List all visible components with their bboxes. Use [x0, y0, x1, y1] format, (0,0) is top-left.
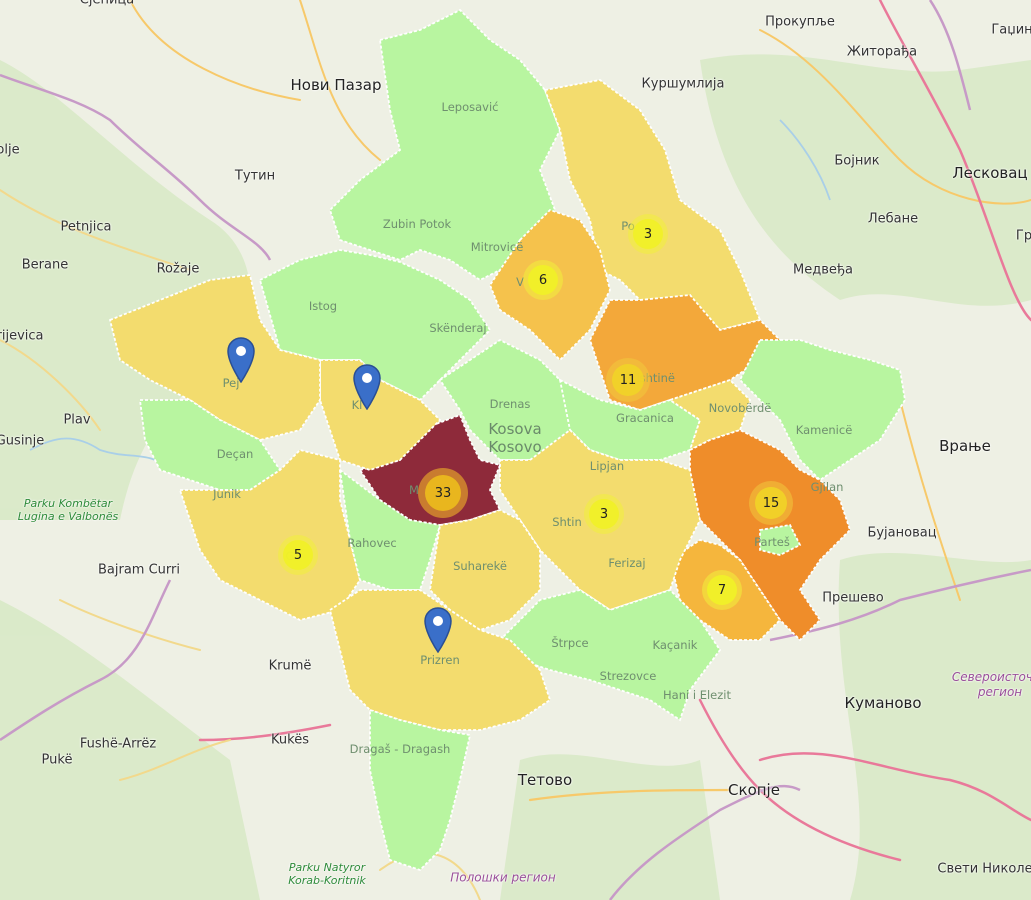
cluster-count: 15: [755, 487, 787, 519]
place-label-lebane: Лебане: [867, 211, 919, 227]
municipality-label-ferizaj: Ferizaj: [608, 556, 646, 570]
place-label-olje: olje: [0, 142, 20, 158]
place-label-sveti-nikole: Свети Николе: [937, 861, 1031, 877]
municipality-label-prizren: Prizren: [420, 653, 460, 667]
municipality-label-hani-elezit: Hani i Elezit: [663, 688, 731, 702]
cluster-count: 7: [707, 575, 737, 605]
place-label-leskovac: Лесковац: [952, 164, 1028, 182]
map-pin-icon-peje[interactable]: [225, 335, 257, 383]
municipality-label-vushtrri: V: [516, 275, 524, 289]
municipality-label-strpce: Štrpce: [551, 636, 589, 650]
municipality-label-partes: Parteš: [754, 535, 790, 549]
municipality-label-rahovec: Rahovec: [347, 536, 397, 550]
place-label-bojnik: Бојник: [834, 153, 880, 169]
cluster-count: 5: [283, 540, 313, 570]
place-label-gusinje: Gusinje: [0, 433, 45, 449]
cluster-marker-ferizaj[interactable]: 3: [584, 494, 624, 534]
cluster-marker-malisheve[interactable]: 33: [418, 468, 468, 518]
place-label-novi-pazar: Нови Пазар: [290, 76, 382, 94]
place-label-kursumlija: Куршумлија: [641, 76, 725, 92]
municipality-label-gracanica: Gracanica: [616, 411, 674, 425]
map-pin-icon-prizren[interactable]: [422, 605, 454, 653]
place-label-kumanovo: Куманово: [844, 694, 922, 712]
cluster-marker-vushtrri[interactable]: 6: [523, 260, 563, 300]
municipality-label-shtime: Shtin: [552, 515, 582, 529]
place-label-bajram-curri: Bajram Curri: [98, 562, 180, 578]
kosovo-municipalities: [108, 8, 906, 872]
place-label-berane: Berane: [21, 257, 69, 273]
place-label-kukes: Kukës: [271, 732, 309, 748]
cluster-marker-gjakove[interactable]: 5: [278, 535, 318, 575]
rivers: [29, 119, 831, 471]
cluster-count: 6: [528, 265, 558, 295]
municipality-label-istog: Istog: [308, 299, 338, 313]
municipality-label-junik: Junik: [213, 487, 241, 501]
place-label-presevo: Прешево: [822, 590, 884, 606]
municipality-label-suhareke: Suharekë: [453, 559, 507, 573]
place-label-fushe-arrez: Fushë-Arrëz: [79, 736, 157, 752]
place-label-puke: Pukë: [41, 752, 73, 768]
region-label-severoistocen: Североисточен регион: [951, 670, 1031, 699]
municipality-label-lipjan: Lipjan: [589, 459, 625, 473]
place-label-plav: Plav: [63, 412, 91, 428]
municipality-label-novoberde: Novobërdë: [708, 401, 772, 415]
municipality-label-gjilan: Gjilan: [810, 480, 844, 494]
park-label-korab: Parku Natyror Korab-Koritnik: [288, 861, 366, 887]
municipality-label-skenderaj: Skënderaj: [429, 321, 487, 335]
cluster-marker-viti[interactable]: 7: [702, 570, 742, 610]
country-label-kosovo: Kosova Kosovo: [488, 420, 541, 456]
municipality-label-kacanik: Kaçanik: [652, 638, 698, 652]
place-label-prokuplje: Прокупље: [765, 14, 835, 30]
place-label-medvedja: Медвеђа: [793, 262, 853, 278]
place-label-rijevica: rijevica: [0, 328, 44, 344]
municipality-label-kamenice: Kamenicë: [795, 423, 853, 437]
place-label-vranje: Врање: [939, 437, 991, 455]
municipality-label-drenas: Drenas: [489, 397, 531, 411]
municipality-label-zubin-potok: Zubin Potok: [382, 217, 452, 231]
municipality-label-malisheve: M: [409, 483, 419, 497]
place-label-gr: Гр: [1015, 228, 1031, 244]
park-label-valbones: Parku Kombëtar Lugina e Valbonës: [17, 497, 119, 523]
place-label-petnjica: Petnjica: [60, 219, 112, 235]
place-label-zitoradja: Житорађа: [846, 44, 918, 60]
place-label-tutin: Тутин: [234, 168, 276, 184]
region-label-poloski: Полошки регион: [450, 870, 556, 885]
cluster-marker-gjilan[interactable]: 15: [749, 481, 793, 525]
place-label-gadzin: Гаџин: [991, 22, 1031, 38]
cluster-count: 3: [633, 219, 663, 249]
cluster-marker-prishtine[interactable]: 11: [606, 358, 650, 402]
place-label-tetovo: Тетово: [517, 771, 573, 789]
place-label-bujanovac: Бујановац: [867, 525, 937, 541]
cluster-marker-podujeve[interactable]: 3: [628, 214, 668, 254]
municipality-label-peje: Pej: [222, 376, 240, 390]
municipality-label-strezovce: Strezovce: [599, 669, 657, 683]
terrain-shading: [0, 54, 1031, 900]
cluster-count: 33: [425, 475, 461, 511]
place-label-rozaje: Rožaje: [156, 261, 200, 277]
country-label-line: Kosova: [488, 420, 542, 438]
place-label-skopje: Скопје: [728, 781, 780, 799]
cluster-count: 3: [589, 499, 619, 529]
municipality-label-mitrovice: Mitrovicë: [470, 240, 524, 254]
municipality-label-kline: Kl: [351, 398, 363, 412]
map-pin-icon-kline[interactable]: [351, 362, 383, 410]
municipality-label-leposavic: Leposavić: [441, 100, 499, 114]
place-label-krume: Krumë: [268, 658, 312, 674]
place-label-senica: Сјеница: [79, 0, 135, 8]
country-label-line: Kosovo: [488, 438, 542, 456]
municipality-label-dragash: Dragaš - Dragash: [349, 742, 451, 756]
municipality-label-decan: Deçan: [216, 447, 254, 461]
cluster-count: 11: [612, 364, 644, 396]
